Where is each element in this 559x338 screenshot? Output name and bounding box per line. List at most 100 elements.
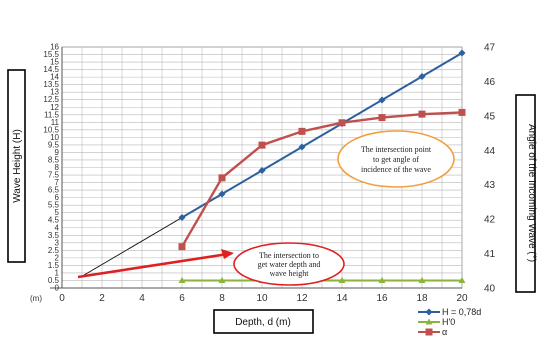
legend-item-h0: H'0 (418, 317, 455, 327)
y-right-tick-label: 43 (484, 180, 496, 191)
y-right-tick-label: 42 (484, 215, 496, 226)
data-point-square (458, 108, 466, 116)
x-tick-label: 8 (219, 293, 225, 304)
x-tick-label: 12 (296, 293, 308, 304)
y-left-tick-label: 5.5 (48, 201, 60, 210)
y-left-tick-label: 7.5 (48, 171, 60, 180)
y-left-tick-label: 7 (55, 178, 60, 187)
data-point-diamond (298, 143, 306, 151)
data-point-triangle (218, 276, 226, 283)
x-tick-label: 10 (256, 293, 268, 304)
y-left-tick-label: 4.5 (48, 216, 60, 225)
x-tick-label: 18 (416, 293, 428, 304)
y-left-tick-label: 3.5 (48, 231, 60, 240)
annotation-depth-line-1: The intersection to (259, 251, 319, 260)
y-left-tick-label: 5 (55, 208, 60, 217)
data-point-triangle (338, 276, 346, 283)
y-left-tick-label: 9 (55, 148, 60, 157)
y-right-tick-label: 46 (484, 77, 496, 88)
y-right-tick-label: 41 (484, 249, 496, 260)
annotation-angle-line-2: to get angle of (373, 155, 419, 164)
x-tick-label: 14 (336, 293, 348, 304)
data-point-square (378, 114, 386, 122)
y-left-label-box: Wave Height (H) (7, 69, 26, 263)
legend-label-h: H = 0,78d (442, 307, 481, 317)
x-tick-label: 2 (99, 293, 105, 304)
y-left-tick-label: 9.5 (48, 140, 60, 149)
y-left-tick-label: 11 (51, 118, 60, 127)
diamond-marker-icon (425, 308, 433, 316)
data-point-diamond (418, 73, 426, 81)
data-point-diamond (378, 96, 386, 104)
y-left-tick-label: 15.5 (43, 50, 59, 59)
y-left-tick-label: 8 (55, 163, 60, 172)
y-left-tick-label: 10 (50, 133, 59, 142)
y-left-tick-label: 11.5 (44, 110, 60, 119)
square-marker-icon (425, 328, 433, 336)
series-line-0 (181, 52, 463, 219)
data-point-diamond (218, 190, 226, 198)
annotation-angle-line-1: The intersection point (361, 145, 432, 154)
x-unit-label: (m) (30, 294, 42, 303)
x-tick-label: 16 (376, 293, 388, 304)
data-point-square (418, 110, 426, 118)
annotation-depth: The intersection to get water depth and … (77, 242, 345, 286)
data-point-square (258, 141, 266, 149)
y-left-tick-label: 0 (55, 284, 60, 293)
y-right-tick-label: 45 (484, 111, 496, 122)
annotation-arrow (77, 252, 229, 279)
y-left-tick-label: 1.5 (48, 261, 60, 270)
x-tick-label: 20 (456, 293, 468, 304)
annotation-depth-line-2: get water depth and (258, 260, 321, 269)
data-point-diamond (258, 167, 266, 175)
x-label-box: Depth, d (m) (213, 309, 314, 334)
y-right-label: Angle of the Incoming Wave (°) (526, 124, 537, 262)
x-label: Depth, d (m) (235, 317, 291, 328)
y-left-tick-label: 8.5 (48, 155, 60, 164)
data-point-square (298, 127, 306, 135)
series-layer (81, 49, 466, 283)
data-point-triangle (178, 276, 186, 283)
legend-label-h0: H'0 (442, 317, 455, 327)
annotation-angle-line-3: incidence of the wave (361, 165, 431, 174)
y-left-tick-label: 6 (55, 193, 60, 202)
y-left-tick-label: 4 (55, 223, 60, 232)
annotation-angle: The intersection point to get angle of i… (337, 130, 455, 188)
y-right-tick-label: 44 (484, 146, 496, 157)
y-right-tick-label: 47 (484, 43, 496, 54)
x-tick-label: 4 (139, 293, 145, 304)
y-left-tick-label: 14.5 (43, 65, 59, 74)
series-line-2 (180, 111, 463, 248)
y-left-tick-label: 16 (50, 43, 59, 52)
y-left-tick-label: 15 (50, 58, 59, 67)
y-left-label: Wave Height (H) (12, 129, 23, 203)
annotation-depth-line-3: wave height (270, 269, 310, 278)
x-axis-ticks: 0 2 4 6 8 10 12 14 16 18 20 (59, 293, 468, 304)
y-right-label-box: Angle of the Incoming Wave (°) (515, 94, 537, 293)
data-point-square (338, 119, 346, 127)
data-point-square (218, 174, 226, 182)
y-left-tick-label: 2 (55, 253, 60, 262)
y-left-tick-label: 14 (50, 73, 59, 82)
x-tick-label: 0 (59, 293, 65, 304)
y-left-tick-label: 12.5 (43, 95, 59, 104)
y-left-tick-label: 0.5 (48, 276, 60, 285)
data-point-diamond (458, 49, 466, 57)
arrow-head-icon (221, 249, 234, 259)
y-right-tick-label: 40 (484, 284, 496, 295)
y-left-tick-label: 1 (55, 268, 60, 277)
right-axis-ticks: 40 41 42 43 44 45 46 47 (484, 43, 496, 295)
y-left-tick-label: 6.5 (48, 186, 60, 195)
y-left-tick-label: 10.5 (43, 125, 59, 134)
y-left-tick-label: 13 (50, 88, 59, 97)
left-axis-ticks: 00.511.522.533.544.555.566.577.588.599.5… (43, 43, 59, 293)
x-tick-label: 6 (179, 293, 185, 304)
y-left-tick-label: 2.5 (48, 246, 60, 255)
data-point-square (178, 243, 186, 251)
y-left-tick-label: 3 (55, 238, 60, 247)
legend-item-alpha: α (418, 327, 447, 337)
legend: H = 0,78d H'0 α (418, 307, 481, 337)
y-left-tick-label: 13.5 (43, 80, 59, 89)
data-point-triangle (378, 276, 386, 283)
